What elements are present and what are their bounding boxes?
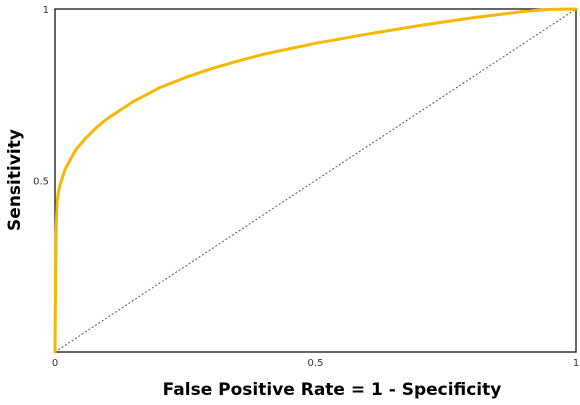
roc-curve-line <box>53 7 578 354</box>
x-tick-label: 0 <box>52 358 58 369</box>
x-tick-label: 0.5 <box>308 358 324 369</box>
x-axis-title: False Positive Rate = 1 - Specificity <box>163 380 502 400</box>
y-tick-label: 1 <box>43 5 49 16</box>
tick-label-layer: 0 0.5 1 0.5 1 <box>33 5 579 369</box>
x-tick-label: 1 <box>573 358 579 369</box>
plot-frame <box>54 8 577 353</box>
y-tick-label: 0.5 <box>33 177 49 188</box>
y-axis-title: Sensitivity <box>5 129 25 231</box>
series-layer <box>53 7 578 354</box>
